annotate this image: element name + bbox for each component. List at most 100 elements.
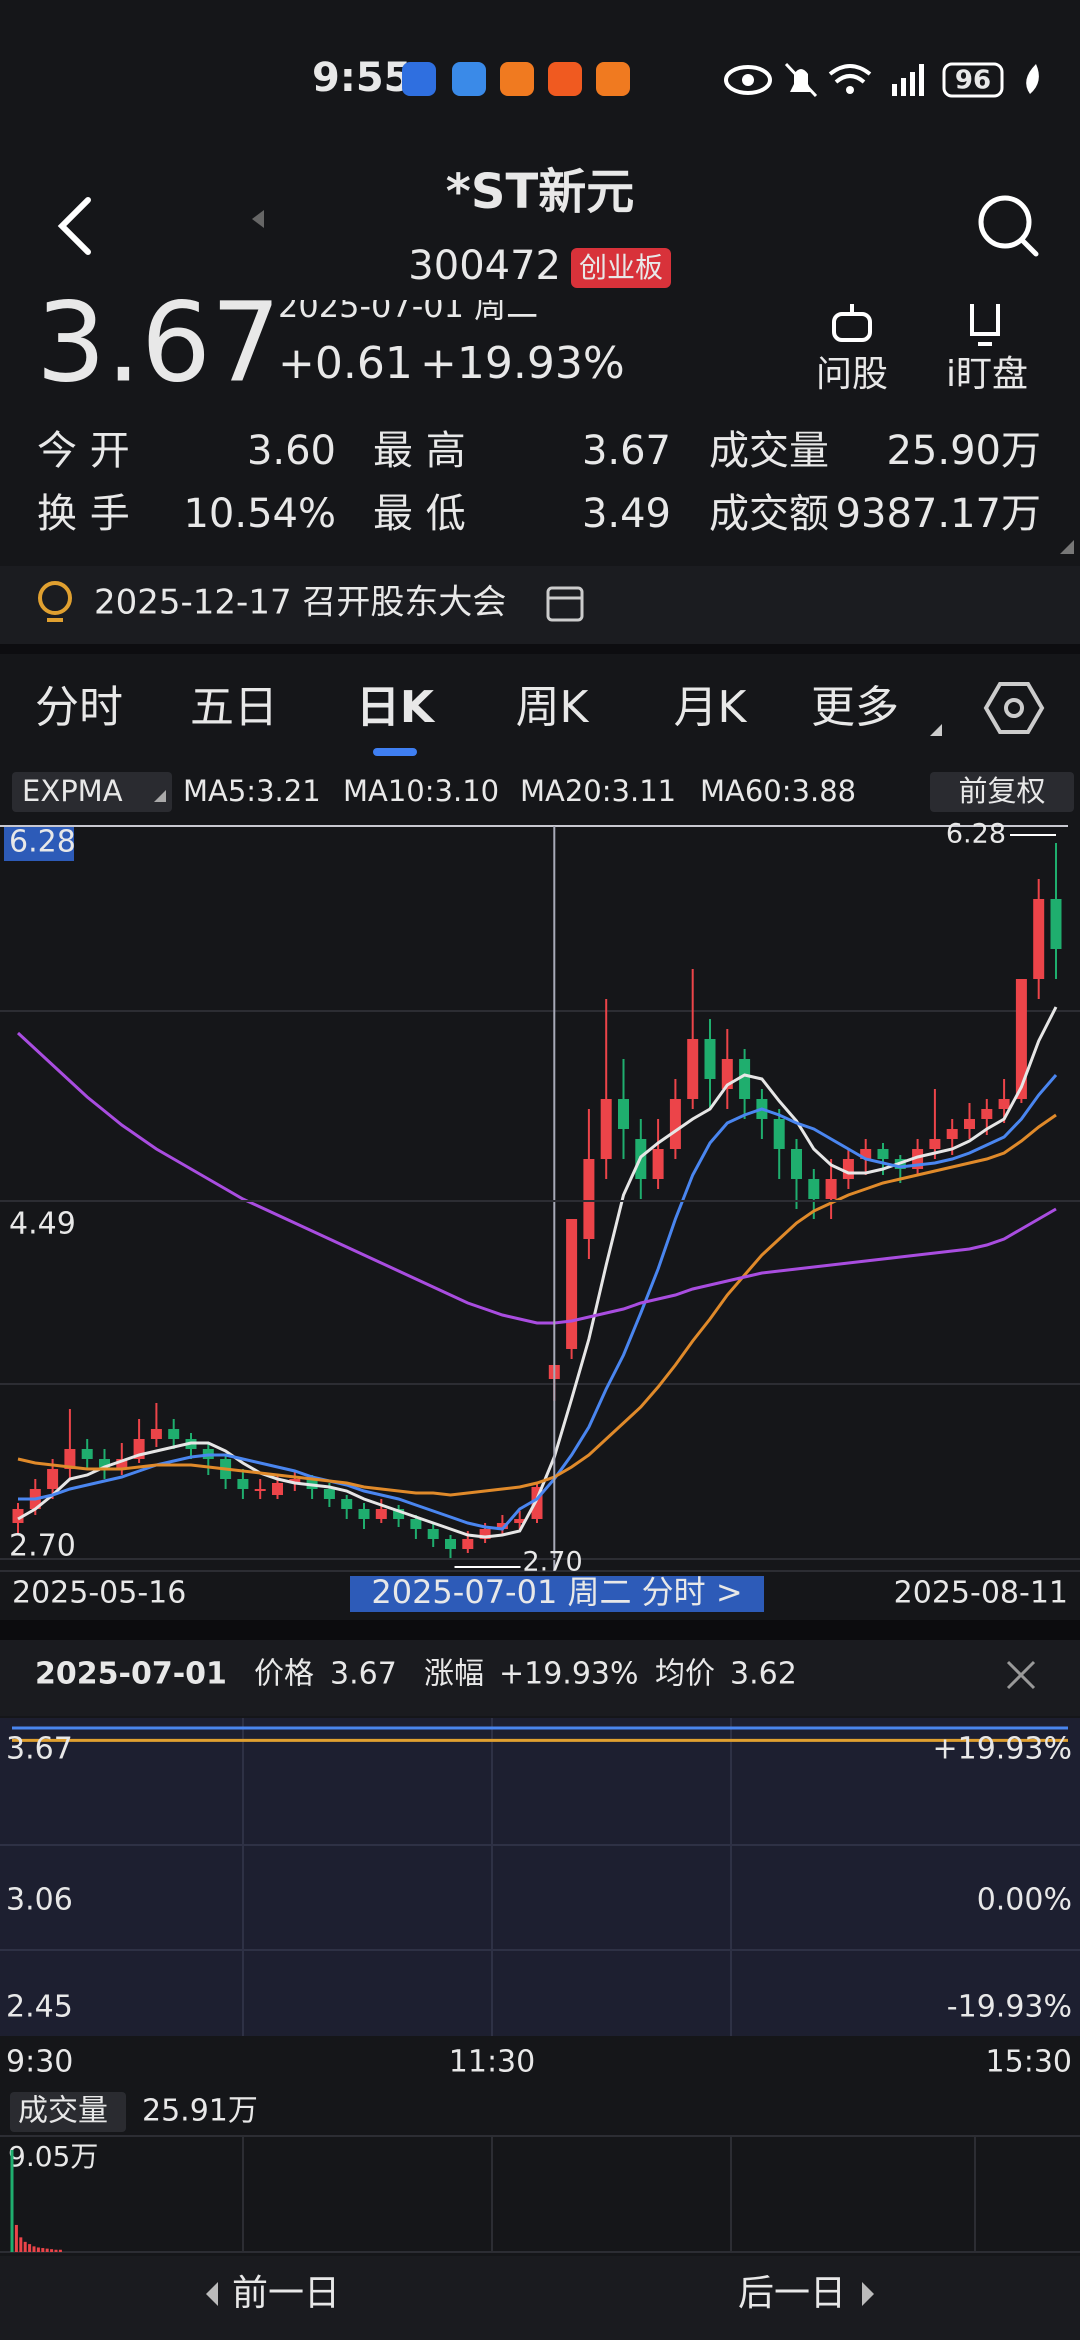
candle-body <box>929 1139 941 1149</box>
candle-body <box>272 1483 283 1495</box>
back-button[interactable] <box>57 197 91 255</box>
volume-bar <box>54 2249 58 2252</box>
search-button[interactable] <box>978 195 1039 257</box>
prev-arrow[interactable] <box>206 2282 218 2306</box>
watch-icon[interactable] <box>970 304 1000 346</box>
candle-body <box>1050 899 1062 949</box>
y-tick-label: 6.28 <box>9 825 76 860</box>
candle-body <box>237 1479 249 1489</box>
candle-body <box>393 1509 405 1519</box>
volume-grid <box>0 2135 1080 2253</box>
volume-total: 25.91万 <box>142 2094 258 2129</box>
field-value: 3.62 <box>730 1657 797 1692</box>
price-change: +0.61 <box>278 338 413 389</box>
next-arrow[interactable] <box>862 2282 874 2306</box>
time-label: 11:30 <box>449 2045 535 2080</box>
indicator-name[interactable]: EXPMA <box>22 774 123 808</box>
notice-text[interactable]: 2025-12-17 召开股东大会 <box>94 583 506 623</box>
candle-body <box>566 1219 578 1349</box>
tab[interactable]: 日K <box>356 682 436 733</box>
legend-entry: MA60:3.88 <box>700 774 856 808</box>
kline-grid <box>0 1010 1080 1572</box>
min-label: 2.70 <box>523 1547 583 1578</box>
expand-corner[interactable] <box>1060 540 1074 554</box>
volume-bar <box>19 2237 23 2252</box>
board-label: 创业板 <box>579 251 663 284</box>
time-label: 9:30 <box>6 2045 73 2080</box>
indicator-selector[interactable] <box>12 772 172 812</box>
candle-body <box>687 1039 699 1099</box>
selected-date[interactable]: 2025-07-01 周二 分时 > <box>371 1573 742 1611</box>
next-day[interactable]: 后一日 <box>738 2273 846 2314</box>
prev-stock[interactable] <box>252 210 264 228</box>
tab[interactable]: 分时 <box>35 682 123 733</box>
y2-tick-label: 0.00% <box>977 1883 1072 1918</box>
tab[interactable]: 更多 <box>811 682 899 733</box>
volume-bar <box>10 2150 14 2252</box>
y-tick-label: 4.49 <box>9 1207 76 1242</box>
volume-bar <box>50 2249 54 2252</box>
legend-entry: MA5:3.21 <box>183 774 321 808</box>
last-price: 3.67 <box>36 278 281 406</box>
tab[interactable]: 五日 <box>190 682 278 733</box>
candle-body <box>47 1469 59 1489</box>
candle-body <box>791 1149 802 1179</box>
watch-label[interactable]: i盯盘 <box>946 354 1028 395</box>
candle-body <box>462 1539 474 1549</box>
stat-label: 最 高 <box>373 428 466 474</box>
candle-body <box>254 1489 266 1491</box>
stat-label: 成交额 <box>709 491 829 537</box>
adjust-label[interactable]: 前复权 <box>958 774 1045 808</box>
settings-icon[interactable] <box>983 682 1045 734</box>
battery-level: 96 <box>955 66 991 96</box>
intraday-panel <box>0 1718 1080 2036</box>
candle-body <box>981 1109 993 1119</box>
prev-day[interactable]: 前一日 <box>232 2273 340 2314</box>
candle-body <box>825 1179 837 1199</box>
legend-entry: MA20:3.11 <box>520 774 676 808</box>
candle-body <box>1033 899 1045 979</box>
volume-bar <box>45 2248 49 2252</box>
candle-body <box>618 1099 629 1129</box>
candle-body <box>721 1059 733 1089</box>
stat-label: 今 开 <box>37 428 130 474</box>
stat-value: 25.90万 <box>886 428 1041 474</box>
candle-body <box>912 1149 924 1169</box>
field-label: 涨幅 <box>424 1657 484 1692</box>
legend-entry: MA10:3.10 <box>343 774 499 808</box>
selected-date-box[interactable] <box>350 1576 764 1612</box>
ma-line <box>18 1074 1058 1531</box>
candle-body <box>445 1539 456 1549</box>
price-change-pct: +19.93% <box>420 338 625 389</box>
header-band <box>0 110 1080 300</box>
candle-body <box>168 1429 180 1439</box>
y2-tick-label: -19.93% <box>947 1990 1072 2025</box>
candle-body <box>842 1159 854 1179</box>
intraday-header <box>0 1640 1080 1716</box>
x-end: 2025-08-11 <box>894 1576 1068 1611</box>
field-value: +19.93% <box>499 1657 639 1692</box>
volume-bar <box>41 2248 45 2252</box>
candle-body <box>289 1479 301 1483</box>
volume-bar <box>28 2244 32 2252</box>
field-value: 3.67 <box>330 1657 397 1692</box>
volume-bar <box>23 2241 27 2252</box>
tab-indicator <box>373 748 417 756</box>
calendar-icon[interactable] <box>546 586 584 622</box>
candle-body <box>81 1449 93 1459</box>
stat-value: 3.67 <box>582 428 671 474</box>
ask-label[interactable]: 问股 <box>816 354 888 395</box>
clock: 9:55 <box>312 55 412 101</box>
tab[interactable]: 月K <box>674 682 748 733</box>
candle-body <box>358 1509 370 1519</box>
y-tick-label: 2.70 <box>9 1529 76 1564</box>
close-button[interactable] <box>1006 1660 1036 1690</box>
stat-label: 最 低 <box>373 491 466 537</box>
adjust-selector[interactable] <box>930 772 1074 812</box>
section-divider <box>0 1620 1080 1640</box>
candle-body <box>739 1059 751 1099</box>
ask-icon[interactable] <box>832 304 872 342</box>
volume-bar <box>32 2246 36 2252</box>
tab[interactable]: 周K <box>516 682 590 733</box>
